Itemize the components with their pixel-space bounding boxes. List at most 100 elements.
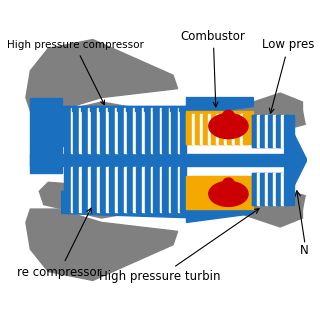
Polygon shape xyxy=(151,167,154,212)
Polygon shape xyxy=(39,102,180,138)
Polygon shape xyxy=(100,108,106,153)
Polygon shape xyxy=(63,107,71,111)
Polygon shape xyxy=(154,167,160,212)
Polygon shape xyxy=(97,108,100,153)
Polygon shape xyxy=(97,167,100,212)
Polygon shape xyxy=(265,173,268,204)
Polygon shape xyxy=(200,114,203,144)
Polygon shape xyxy=(208,114,211,144)
Polygon shape xyxy=(142,167,145,212)
Polygon shape xyxy=(171,107,179,111)
Polygon shape xyxy=(273,116,276,147)
Polygon shape xyxy=(90,107,98,111)
Polygon shape xyxy=(227,182,305,209)
Polygon shape xyxy=(160,167,162,212)
Polygon shape xyxy=(284,116,289,147)
Polygon shape xyxy=(100,167,106,212)
Polygon shape xyxy=(171,167,178,212)
Polygon shape xyxy=(72,107,80,111)
Polygon shape xyxy=(252,116,257,147)
Polygon shape xyxy=(281,116,284,147)
Polygon shape xyxy=(222,178,234,184)
Polygon shape xyxy=(224,114,227,144)
Polygon shape xyxy=(109,108,115,153)
Polygon shape xyxy=(260,116,265,147)
Polygon shape xyxy=(180,167,187,212)
Polygon shape xyxy=(268,116,273,147)
Polygon shape xyxy=(91,108,97,153)
Polygon shape xyxy=(153,107,161,111)
Polygon shape xyxy=(209,181,248,206)
Polygon shape xyxy=(222,116,234,126)
Polygon shape xyxy=(154,108,160,153)
Polygon shape xyxy=(108,107,116,111)
Polygon shape xyxy=(276,173,281,204)
Polygon shape xyxy=(124,108,127,153)
Polygon shape xyxy=(180,108,187,153)
Polygon shape xyxy=(136,167,142,212)
Polygon shape xyxy=(178,167,180,212)
Polygon shape xyxy=(64,108,70,153)
Polygon shape xyxy=(200,185,302,227)
Polygon shape xyxy=(268,173,273,204)
Polygon shape xyxy=(227,114,232,144)
Polygon shape xyxy=(61,191,196,218)
Polygon shape xyxy=(235,114,240,144)
Polygon shape xyxy=(276,116,281,147)
Polygon shape xyxy=(169,167,171,212)
Polygon shape xyxy=(70,167,73,212)
Polygon shape xyxy=(88,167,91,212)
Polygon shape xyxy=(169,108,171,153)
Polygon shape xyxy=(73,167,79,212)
Polygon shape xyxy=(211,114,216,144)
Polygon shape xyxy=(117,107,125,111)
Polygon shape xyxy=(109,167,115,212)
Polygon shape xyxy=(187,111,253,144)
Polygon shape xyxy=(284,173,289,204)
Polygon shape xyxy=(160,108,162,153)
Polygon shape xyxy=(115,167,118,212)
Polygon shape xyxy=(82,167,88,212)
Text: High pressure compressor: High pressure compressor xyxy=(6,41,143,105)
Polygon shape xyxy=(222,110,234,116)
Polygon shape xyxy=(187,204,253,222)
Polygon shape xyxy=(144,107,152,111)
Polygon shape xyxy=(195,114,200,144)
Polygon shape xyxy=(26,209,178,280)
Polygon shape xyxy=(88,108,91,153)
Polygon shape xyxy=(257,116,260,147)
Polygon shape xyxy=(284,116,307,204)
Polygon shape xyxy=(162,107,170,111)
Polygon shape xyxy=(106,167,109,212)
Polygon shape xyxy=(81,107,89,111)
Polygon shape xyxy=(70,108,73,153)
Polygon shape xyxy=(222,184,234,194)
Polygon shape xyxy=(133,108,136,153)
Polygon shape xyxy=(73,108,79,153)
Polygon shape xyxy=(30,98,61,173)
Polygon shape xyxy=(257,173,260,204)
Text: re compressor: re compressor xyxy=(17,208,102,279)
Polygon shape xyxy=(187,176,253,209)
Polygon shape xyxy=(79,167,82,212)
Polygon shape xyxy=(118,108,124,153)
Polygon shape xyxy=(99,107,107,111)
Polygon shape xyxy=(39,182,180,218)
Polygon shape xyxy=(82,108,88,153)
Polygon shape xyxy=(227,111,305,138)
Polygon shape xyxy=(126,107,134,111)
Polygon shape xyxy=(260,173,265,204)
Polygon shape xyxy=(135,107,143,111)
Polygon shape xyxy=(240,114,243,144)
Polygon shape xyxy=(127,108,133,153)
Polygon shape xyxy=(64,167,70,212)
Polygon shape xyxy=(171,108,178,153)
Polygon shape xyxy=(232,114,235,144)
Polygon shape xyxy=(133,167,136,212)
Polygon shape xyxy=(79,108,82,153)
Polygon shape xyxy=(187,114,192,144)
Polygon shape xyxy=(281,173,284,204)
Text: High pressure turbin: High pressure turbin xyxy=(99,209,259,284)
Polygon shape xyxy=(115,108,118,153)
Polygon shape xyxy=(162,167,169,212)
